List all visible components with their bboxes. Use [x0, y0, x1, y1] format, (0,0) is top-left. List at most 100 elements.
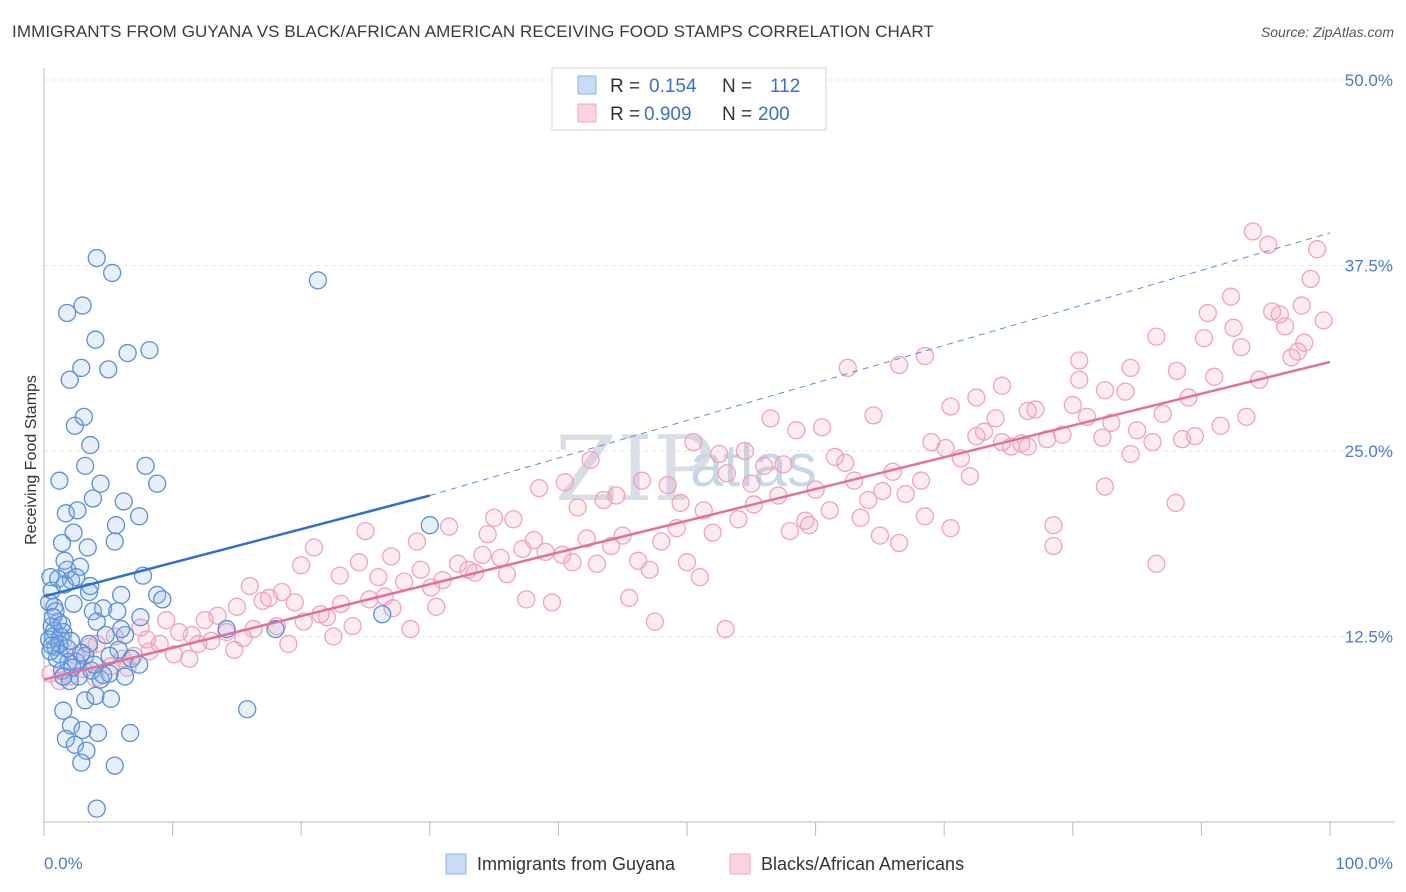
data-point-blacks — [820, 501, 839, 520]
data-point-blacks — [1288, 342, 1307, 361]
data-point-blacks — [587, 554, 607, 573]
data-point-blacks — [986, 409, 1005, 428]
data-point-blacks — [1221, 287, 1241, 306]
data-point-guyana — [108, 602, 127, 621]
data-point-guyana — [131, 608, 150, 627]
data-point-blacks — [439, 517, 459, 536]
data-point-blacks — [1172, 429, 1192, 449]
bottom-legend-guyana: Immigrants from Guyana — [477, 854, 676, 874]
trend-line-guyana-extension — [429, 232, 1331, 496]
data-point-blacks — [915, 346, 935, 366]
data-point-blacks — [529, 478, 549, 498]
data-point-guyana — [56, 504, 76, 523]
data-point-blacks — [1243, 222, 1262, 241]
data-point-guyana — [77, 741, 96, 760]
data-point-blacks — [1143, 432, 1162, 452]
data-point-blacks — [1102, 413, 1121, 432]
data-point-blacks — [581, 450, 600, 470]
chart-title: IMMIGRANTS FROM GUYANA VS BLACK/AFRICAN … — [12, 22, 934, 41]
data-point-guyana — [76, 456, 95, 475]
data-point-blacks — [517, 590, 536, 609]
data-point-blacks — [780, 521, 800, 541]
data-point-blacks — [382, 547, 401, 566]
data-point-blacks — [356, 521, 375, 541]
data-point-blacks — [870, 526, 890, 545]
data-point-guyana — [88, 723, 108, 743]
data-point-guyana — [72, 643, 91, 662]
data-point-guyana — [136, 456, 155, 475]
data-point-blacks — [292, 556, 311, 575]
data-point-blacks — [632, 471, 652, 490]
data-point-blacks — [1153, 404, 1172, 424]
data-point-blacks — [369, 567, 388, 587]
data-point-guyana — [67, 567, 86, 587]
data-point-blacks — [157, 611, 176, 630]
data-point-blacks — [838, 358, 857, 378]
data-point-guyana — [64, 594, 83, 614]
data-point-blacks — [240, 576, 259, 596]
data-point-guyana — [52, 615, 72, 634]
data-point-guyana — [87, 248, 106, 268]
data-point-blacks — [787, 421, 806, 440]
y-tick-label: 37.5% — [1345, 257, 1393, 276]
data-point-guyana — [72, 753, 91, 772]
data-point-blacks — [717, 464, 737, 483]
data-point-guyana — [112, 585, 131, 605]
data-point-guyana — [50, 634, 69, 654]
data-point-blacks — [131, 618, 150, 637]
data-point-blacks — [1116, 382, 1135, 401]
data-point-guyana — [73, 720, 92, 740]
data-point-blacks — [967, 388, 986, 407]
data-point-guyana — [91, 474, 110, 493]
data-point-blacks — [330, 566, 349, 585]
data-point-blacks — [478, 524, 497, 544]
data-point-blacks — [1018, 437, 1037, 456]
legend-r-label-1: R = — [610, 76, 640, 97]
data-point-blacks — [1198, 303, 1217, 323]
data-point-blacks — [703, 523, 722, 542]
legend-swatch-blacks — [577, 103, 597, 123]
data-point-blacks — [524, 530, 544, 550]
data-point-blacks — [304, 538, 324, 557]
data-point-guyana — [148, 474, 167, 493]
data-point-blacks — [607, 486, 626, 505]
trend-line-guyana — [43, 494, 431, 598]
data-point-blacks — [208, 606, 227, 625]
data-point-blacks — [652, 532, 671, 551]
data-point-guyana — [238, 700, 257, 719]
data-point-guyana — [74, 407, 94, 427]
data-point-blacks — [890, 355, 909, 375]
data-point-guyana — [56, 729, 76, 749]
data-point-blacks — [859, 490, 878, 510]
data-point-blacks — [742, 474, 761, 493]
data-point-guyana — [55, 551, 74, 570]
x-tick-label: 0.0% — [44, 854, 83, 873]
legend-r-value-2: 0.909 — [644, 104, 692, 125]
data-point-blacks — [1275, 317, 1295, 336]
data-point-guyana — [54, 701, 73, 720]
data-point-blacks — [684, 432, 703, 452]
data-point-blacks — [427, 597, 446, 616]
data-point-blacks — [401, 619, 420, 639]
data-point-blacks — [1018, 401, 1037, 421]
data-point-guyana — [121, 723, 140, 743]
data-point-blacks — [1095, 477, 1115, 496]
data-point-blacks — [1314, 311, 1333, 330]
data-point-blacks — [1205, 367, 1224, 386]
data-point-guyana — [76, 691, 95, 710]
data-point-blacks — [941, 519, 960, 538]
data-point-guyana — [112, 619, 131, 639]
y-tick-label: 25.0% — [1345, 442, 1393, 461]
data-point-blacks — [407, 532, 427, 551]
legend-n-value-1: 112 — [770, 76, 800, 97]
data-point-blacks — [1211, 416, 1230, 435]
data-point-guyana — [50, 471, 69, 490]
data-point-blacks — [812, 418, 832, 437]
data-point-guyana — [78, 538, 97, 557]
data-point-blacks — [992, 376, 1012, 395]
data-point-blacks — [735, 441, 755, 461]
data-point-blacks — [967, 427, 986, 446]
legend-n-label-1: N = — [722, 76, 752, 97]
data-point-blacks — [1063, 395, 1082, 415]
y-axis-title: Receiving Food Stamps — [23, 375, 40, 545]
